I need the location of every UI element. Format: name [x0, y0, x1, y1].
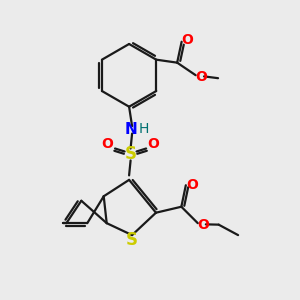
Text: S: S: [126, 231, 138, 249]
Text: O: O: [195, 70, 207, 84]
Text: S: S: [124, 146, 136, 164]
Text: H: H: [138, 122, 148, 136]
Text: O: O: [197, 218, 209, 232]
Text: O: O: [102, 137, 113, 151]
Text: O: O: [181, 33, 193, 47]
Text: N: N: [125, 122, 138, 136]
Text: O: O: [148, 137, 160, 151]
Text: O: O: [186, 178, 198, 192]
